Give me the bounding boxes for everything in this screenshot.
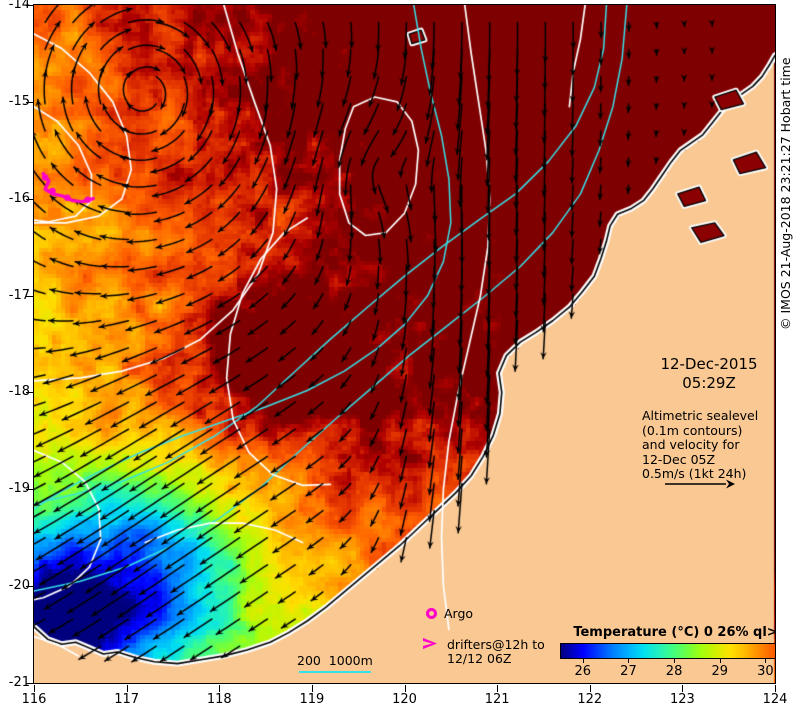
x-tick-label: 119 (299, 692, 325, 707)
y-tick-label: -14 (8, 0, 30, 12)
bathymetry-legend-line (298, 671, 371, 673)
colorbar-tick-label: 29 (711, 664, 728, 679)
colorbar-tickmarks (560, 659, 775, 663)
x-tickmark (589, 685, 591, 692)
x-tick-label: 123 (669, 692, 695, 707)
y-tick-label: -21 (8, 675, 30, 690)
x-tickmark (497, 685, 499, 692)
drifter-legend-label: drifters@12h to 12/12 06Z (447, 637, 545, 666)
velocity-scale-arrow-icon (664, 475, 736, 494)
colorbar-tickmark (765, 659, 767, 663)
colorbar-tickmark (719, 659, 721, 663)
colorbar-tickmark (628, 659, 630, 663)
y-tickmark (26, 101, 33, 103)
x-tickmark (682, 685, 684, 692)
colorbar-tickmark (582, 659, 584, 663)
x-tickmark (219, 685, 221, 692)
y-tickmark (26, 683, 33, 684)
y-tickmark (26, 392, 33, 394)
x-tickmark (126, 685, 128, 692)
y-tick-label: -20 (8, 578, 30, 594)
datestamp-annotation: 12-Dec-2015 05:29Z (660, 355, 758, 392)
x-tick-label: 118 (206, 692, 232, 707)
bathymetry-legend: 200 1000m (297, 653, 373, 673)
y-tickmark (26, 198, 33, 200)
y-tick-label: -18 (8, 384, 30, 400)
colorbar-tick-label: 28 (665, 664, 683, 679)
x-tickmark (404, 685, 406, 692)
drifter-legend: drifters@12h to 12/12 06Z (420, 635, 545, 666)
y-tick-label: -15 (8, 93, 30, 109)
colorbar: Temperature (°C) 0 26% ql>=2 26 27 28 29 30 (553, 625, 776, 680)
x-tick-label: 122 (577, 692, 603, 707)
y-tickmark (26, 295, 33, 297)
y-tick-label: -16 (8, 190, 30, 206)
x-tick-label: 121 (484, 692, 510, 707)
argo-legend: Argo (426, 606, 473, 621)
bathymetry-legend-label: 200 1000m (297, 653, 373, 668)
colorbar-tick-label: 27 (620, 664, 637, 679)
colorbar-tick-labels: 26 27 28 29 30 (560, 664, 775, 680)
x-tickmark (775, 685, 776, 692)
y-tick-label: -19 (8, 481, 30, 497)
x-tick-label: 124 (762, 692, 788, 707)
argo-legend-label: Argo (444, 606, 474, 621)
colorbar-tickmark (674, 659, 676, 663)
x-tick-label: 117 (114, 692, 140, 707)
y-tickmark (26, 489, 33, 491)
y-tickmark (26, 5, 33, 6)
y-tick-label: -17 (8, 287, 30, 303)
sst-map-canvas[interactable] (34, 5, 775, 683)
copyright-notice: © IMOS 21-Aug-2018 23:21:27 Hobart time (778, 57, 793, 330)
map-plot-area[interactable]: 12-Dec-2015 05:29Z Altimetric sealevel (… (33, 4, 776, 684)
colorbar-gradient (560, 643, 775, 659)
drifter-arrow-icon (420, 635, 442, 657)
colorbar-title: Temperature (°C) 0 26% ql>=2 (573, 625, 776, 640)
x-tick-label: 116 (21, 692, 47, 707)
description-annotation: Altimetric sealevel (0.1m contours) and … (642, 408, 759, 481)
x-tickmark (34, 685, 35, 692)
argo-circle-icon (426, 608, 437, 619)
x-tickmark (311, 685, 313, 692)
y-tickmark (26, 586, 33, 588)
colorbar-tick-label: 26 (574, 664, 592, 679)
colorbar-tick-label: 30 (757, 664, 774, 679)
x-tick-label: 120 (392, 692, 417, 707)
